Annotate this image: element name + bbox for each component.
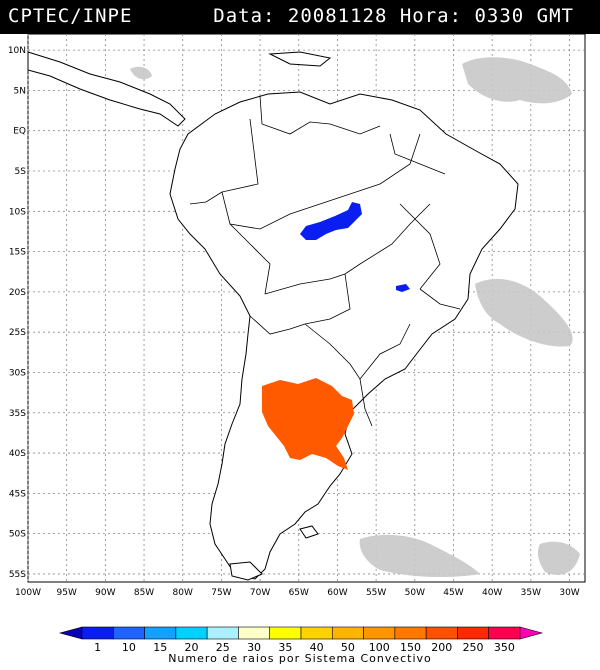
colorbar-cell: [206, 626, 239, 640]
lat-tick-label: 5N: [14, 86, 26, 96]
lon-tick-label: 50W: [405, 588, 425, 598]
lon-tick-label: 95W: [57, 588, 77, 598]
lat-tick-label: 10N: [8, 46, 26, 56]
lon-tick-label: 90W: [95, 588, 115, 598]
colorbar-cell: [112, 626, 145, 640]
colorbar: 1 10 15 20 25 30 35 40 50 100 150 200 250 350: [58, 626, 544, 654]
colorbar-tick-label: 35: [278, 641, 292, 654]
lat-tick-label: 15S: [9, 248, 26, 258]
colorbar-tick-label: 100: [369, 641, 390, 654]
lat-tick-label: 25S: [9, 328, 26, 338]
colorbar-cell: [269, 626, 302, 640]
colorbar-tick-label: 15: [153, 641, 167, 654]
lat-tick-label: EQ: [13, 127, 26, 137]
lon-tick-label: 75W: [211, 588, 231, 598]
lat-tick-label: 45S: [9, 489, 26, 499]
colorbar-tick-label: 250: [463, 641, 484, 654]
source-label: CPTEC/INPE: [8, 5, 133, 27]
colorbar-tick-label: 50: [341, 641, 355, 654]
coastlines: [27, 51, 519, 581]
lon-tick-label: 35W: [521, 588, 541, 598]
colorbar-tick-label: 350: [494, 641, 515, 654]
lon-tick-label: 70W: [250, 588, 270, 598]
lat-tick-label: 10S: [9, 207, 26, 217]
latitude-labels: 10N 5N EQ 5S 10S 15S 20S 25S 30S 35S 40S 45S 50S 55S: [8, 46, 26, 580]
lon-tick-label: 80W: [173, 588, 193, 598]
title-bar: CPTEC/INPE Data: 20081128 Hora: 0330 GMT: [0, 0, 600, 34]
lon-tick-label: 30W: [559, 588, 579, 598]
lat-tick-label: 55S: [9, 570, 26, 580]
colorbar-cell: [238, 626, 271, 640]
lon-tick-label: 40W: [482, 588, 502, 598]
colorbar-cell: [300, 626, 333, 640]
colorbar-tick-label: 150: [400, 641, 421, 654]
lightning-map: 10N5NEQ5S10S15S20S25S30S35S40S45S50S55S …: [8, 34, 586, 598]
colorbar-cell: [144, 626, 177, 640]
colorbar-tick-label: 25: [216, 641, 230, 654]
lon-tick-label: 45W: [443, 588, 463, 598]
lon-tick-label: 100W: [15, 588, 41, 598]
system-southeast-brazil: [396, 284, 410, 292]
colorbar-tick-label: 10: [122, 641, 136, 654]
colorbar-cell: [457, 626, 490, 640]
system-amazon: [300, 202, 362, 240]
lat-tick-label: 5S: [15, 167, 27, 177]
colorbar-end-right: [519, 626, 544, 640]
colorbar-end-left: [58, 626, 83, 640]
lon-tick-label: 65W: [289, 588, 309, 598]
colorbar-cell: [425, 626, 458, 640]
lat-tick-label: 20S: [9, 288, 26, 298]
lon-tick-label: 55W: [366, 588, 386, 598]
longitude-labels: 100W 95W 90W 85W 80W 75W 70W 65W 60W 55W 50W 45W 40W…: [15, 588, 580, 598]
colorbar-cell: [394, 626, 427, 640]
colorbar-cell: [81, 626, 114, 640]
timestamp-label: Data: 20081128 Hora: 0330 GMT: [213, 5, 574, 27]
colorbar-cell: [175, 626, 208, 640]
system-argentina-uruguay: [262, 378, 354, 470]
lon-tick-label: 85W: [134, 588, 154, 598]
colorbar-tick-label: 20: [185, 641, 199, 654]
colorbar-cell: [331, 626, 364, 640]
lat-tick-label: 50S: [9, 530, 26, 540]
colorbar-tick-label: 200: [431, 641, 452, 654]
lat-tick-label: 40S: [9, 449, 26, 459]
colorbar-tick-label: 30: [247, 641, 261, 654]
colorbar-label: Numero de raios por Sistema Convectivo: [168, 652, 432, 665]
lon-tick-label: 60W: [327, 588, 347, 598]
colorbar-tick-label: 1: [94, 641, 101, 654]
country-borders: [189, 95, 461, 427]
colorbar-tick-label: 40: [310, 641, 324, 654]
lat-tick-label: 35S: [9, 409, 26, 419]
convective-systems: [262, 202, 410, 470]
lat-tick-label: 30S: [9, 368, 26, 378]
colorbar-cell: [363, 626, 396, 640]
colorbar-cell: [488, 626, 521, 640]
